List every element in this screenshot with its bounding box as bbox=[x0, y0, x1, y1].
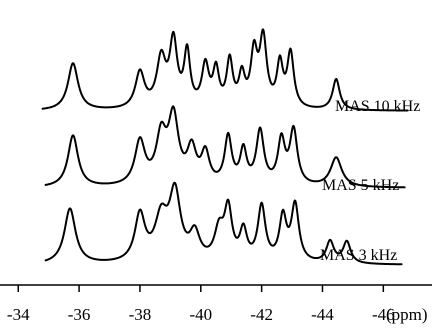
x-tick-label-5: -42 bbox=[250, 305, 273, 324]
spectrum-trace-2 bbox=[44, 105, 406, 189]
trace-label-3: MAS 3 kHz bbox=[320, 247, 397, 264]
x-tick-label-2: -36 bbox=[68, 305, 91, 324]
x-tick-label-3: -38 bbox=[129, 305, 152, 324]
x-tick-label-4: -40 bbox=[189, 305, 212, 324]
x-axis-unit-label: (ppm) bbox=[386, 305, 428, 324]
trace-label-2: MAS 5 kHz bbox=[322, 177, 399, 194]
spectrum-trace-1 bbox=[41, 28, 409, 112]
x-ticks: -34 -36 -38 -40 -42 -44 -46 bbox=[7, 285, 395, 324]
spectrum-trace-3 bbox=[44, 181, 403, 266]
x-tick-label-7: -46 bbox=[372, 305, 395, 324]
x-tick-label-6: -44 bbox=[311, 305, 334, 324]
spectrum-traces bbox=[41, 28, 409, 266]
x-axis: -34 -36 -38 -40 -42 -44 -46 (ppm) bbox=[0, 284, 432, 324]
x-tick-label-1: -34 bbox=[7, 305, 30, 324]
trace-labels: MAS 10 kHz MAS 5 kHz MAS 3 kHz bbox=[320, 98, 420, 264]
trace-label-1: MAS 10 kHz bbox=[335, 98, 420, 115]
